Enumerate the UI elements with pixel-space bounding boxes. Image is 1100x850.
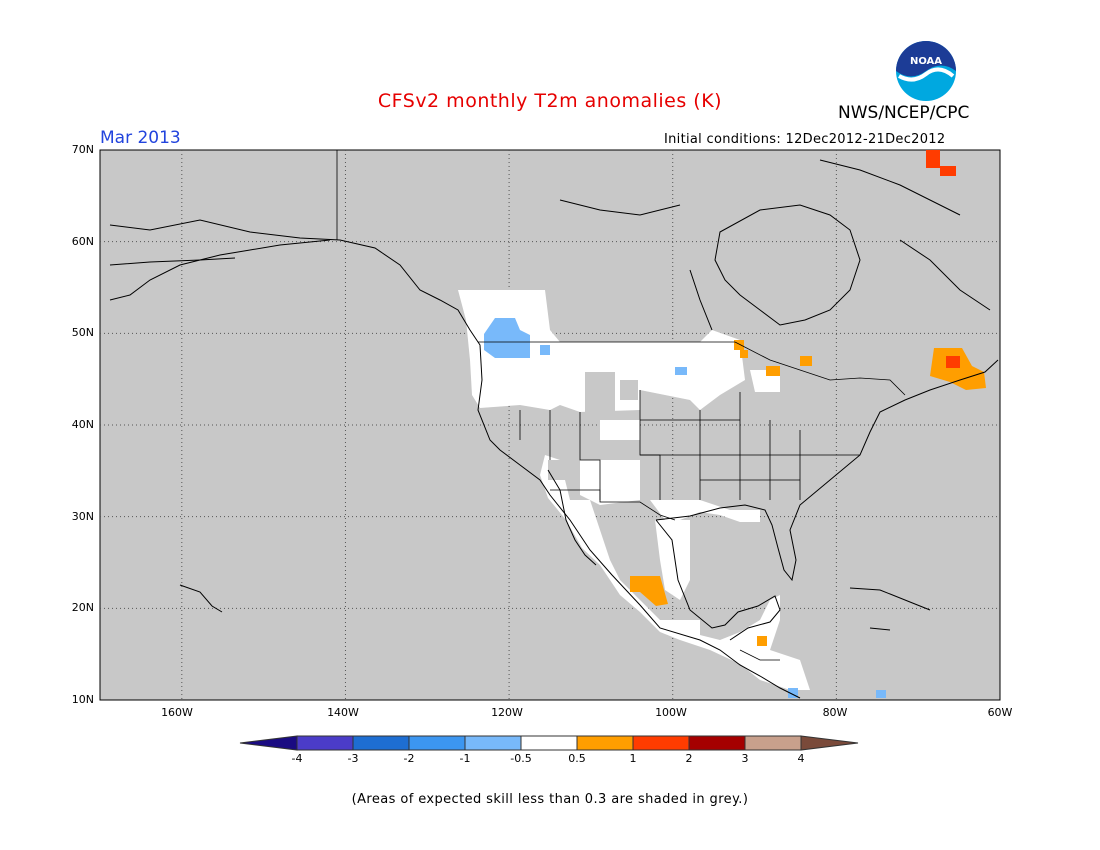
colorbar-swatch bbox=[632, 735, 690, 751]
lon-label: 60W bbox=[987, 706, 1013, 719]
colorbar-label: -0.5 bbox=[510, 752, 532, 765]
chart-title: CFSv2 monthly T2m anomalies (K) bbox=[377, 90, 723, 112]
lat-label: 60N bbox=[71, 235, 94, 248]
colorbar-label: -4 bbox=[291, 752, 303, 765]
initial-conditions-label: Initial conditions: 12Dec2012-21Dec2012 bbox=[664, 132, 946, 147]
organization-label: NWS/NCEP/CPC bbox=[838, 103, 970, 123]
anomaly-blue-regions bbox=[484, 318, 886, 698]
colorbar-label: -3 bbox=[347, 752, 359, 765]
lon-label: 120W bbox=[491, 706, 523, 719]
lat-label: 70N bbox=[71, 143, 94, 156]
colorbar-label: -1 bbox=[459, 752, 471, 765]
colorbar-label: 0.5 bbox=[568, 752, 586, 765]
colorbar-label: 3 bbox=[741, 752, 749, 765]
colorbar-arrow-left bbox=[239, 735, 298, 751]
anomaly-orange-regions bbox=[630, 340, 986, 646]
target-month-label: Mar 2013 bbox=[100, 128, 181, 148]
coastlines bbox=[109, 159, 999, 699]
political-borders bbox=[336, 150, 906, 661]
colorbar-swatch bbox=[352, 735, 410, 751]
lat-label: 10N bbox=[71, 693, 94, 706]
noaa-logo-text: NOAA bbox=[910, 56, 942, 67]
noaa-logo: NOAA bbox=[896, 41, 956, 101]
colorbar-label: 2 bbox=[685, 752, 693, 765]
colorbar-swatch bbox=[296, 735, 354, 751]
colorbar-swatch bbox=[464, 735, 522, 751]
colorbar-label: 1 bbox=[629, 752, 637, 765]
colorbar-swatch bbox=[408, 735, 466, 751]
lat-label: 30N bbox=[71, 510, 94, 523]
colorbar-arrow-right bbox=[800, 735, 859, 751]
colorbar-swatch bbox=[688, 735, 746, 751]
lon-label: 100W bbox=[655, 706, 687, 719]
skill-note: (Areas of expected skill less than 0.3 a… bbox=[351, 792, 749, 807]
colorbar-swatch bbox=[744, 735, 802, 751]
colorbar-label: -2 bbox=[403, 752, 415, 765]
colorbar-swatch bbox=[576, 735, 634, 751]
anomaly-red-regions bbox=[926, 150, 960, 368]
anomaly-grey-patches bbox=[548, 372, 638, 480]
colorbar-swatch bbox=[520, 735, 578, 751]
lat-label: 50N bbox=[71, 326, 94, 339]
lat-label: 40N bbox=[71, 418, 94, 431]
lon-label: 160W bbox=[161, 706, 193, 719]
lon-label: 140W bbox=[327, 706, 359, 719]
colorbar-label: 4 bbox=[797, 752, 805, 765]
lon-label: 80W bbox=[822, 706, 848, 719]
lat-label: 20N bbox=[71, 601, 94, 614]
